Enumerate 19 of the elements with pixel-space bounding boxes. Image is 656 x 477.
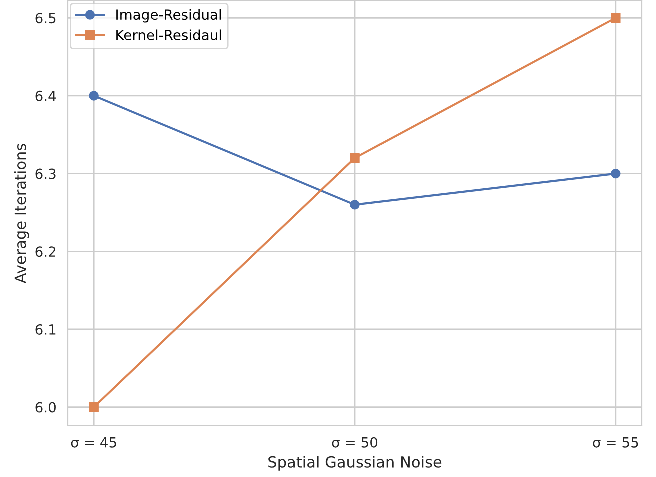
x-tick-label: σ = 50 bbox=[332, 437, 378, 448]
point bbox=[611, 168, 621, 179]
point bbox=[611, 13, 621, 23]
y-tick-label: 6.3 bbox=[36, 168, 56, 180]
y-tick-label: 6.5 bbox=[36, 13, 56, 24]
x-tick-label: σ = 55 bbox=[593, 438, 638, 448]
point bbox=[89, 402, 99, 412]
x-axis-title: Spatial Gaussian Noise bbox=[268, 456, 442, 471]
point bbox=[89, 91, 99, 101]
x-tick-label: σ = 45 bbox=[71, 438, 116, 448]
y-tick-label: 6.2 bbox=[36, 246, 56, 258]
point bbox=[350, 200, 360, 210]
y-axis-title: Average Iterations bbox=[14, 144, 30, 284]
y-tick-label: 6.0 bbox=[36, 402, 56, 413]
y-tick-label: 6.1 bbox=[36, 324, 56, 335]
legend-label: Image-Residual bbox=[116, 9, 222, 23]
y-tick-label: 6.4 bbox=[36, 90, 56, 102]
point bbox=[350, 153, 360, 164]
legend-label: Kernel-Residaul bbox=[116, 30, 222, 40]
